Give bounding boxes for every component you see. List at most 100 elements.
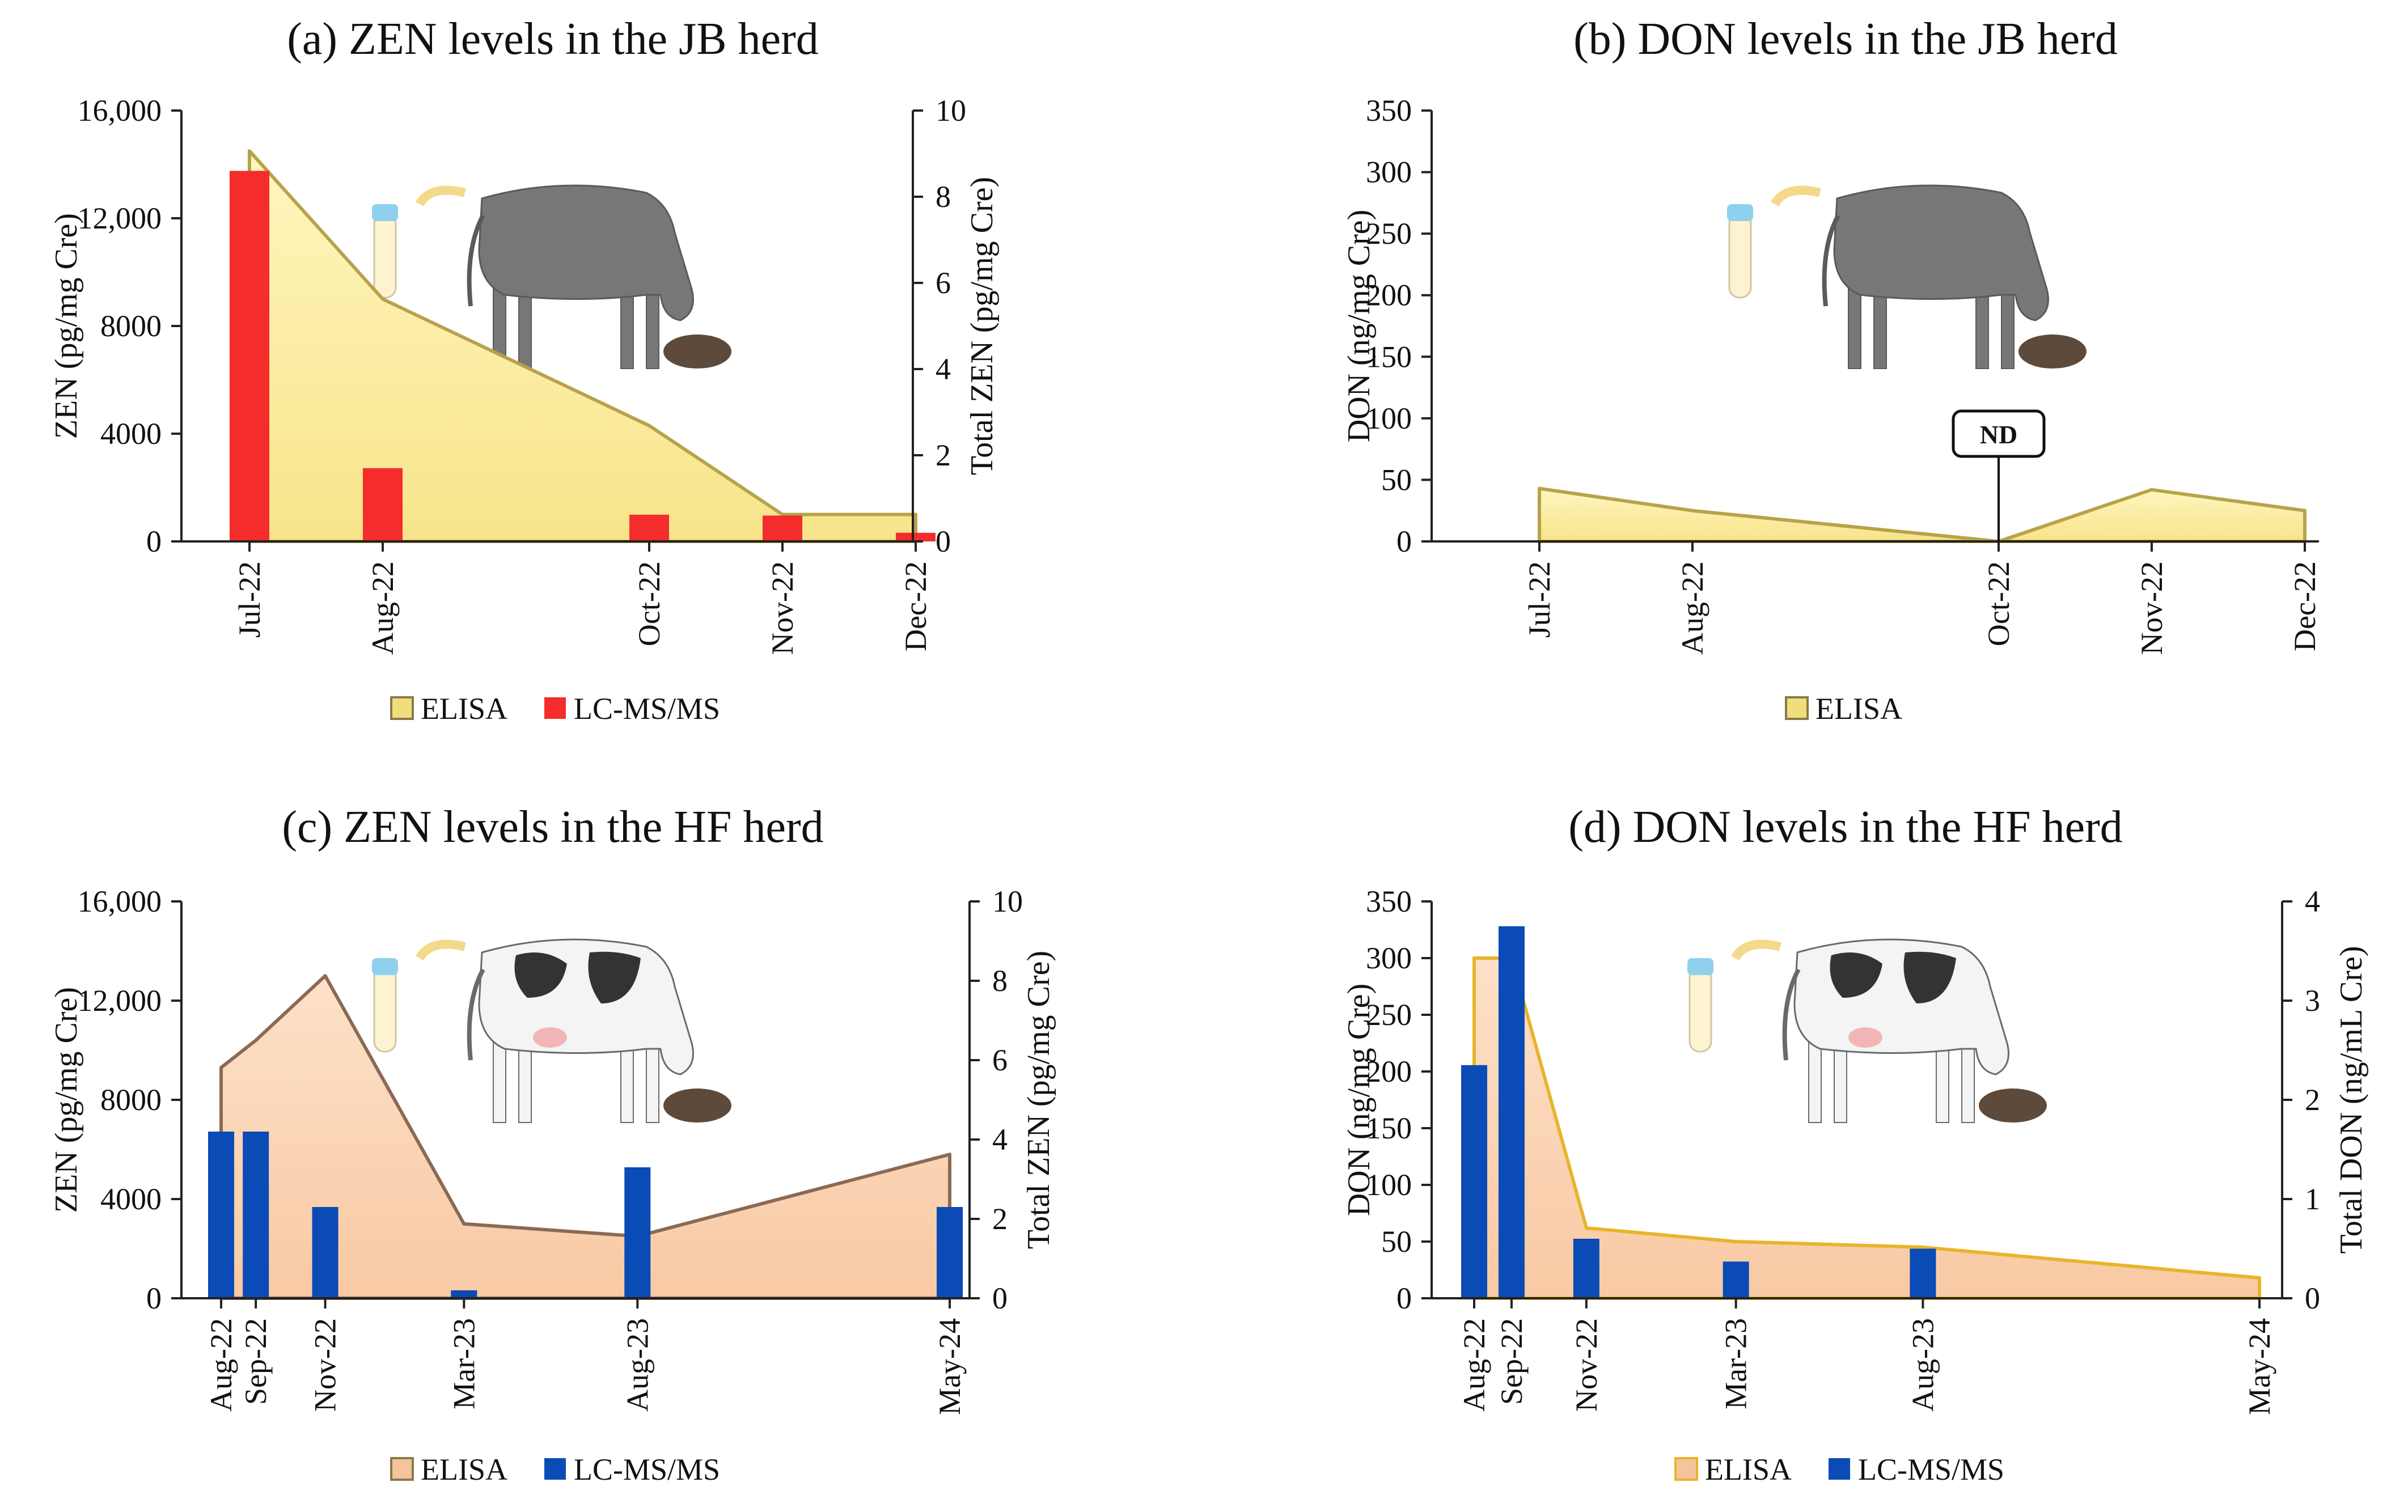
- chart-a: (a) ZEN levels in the JB herd 0 4000 8000 12…: [49, 14, 1000, 726]
- legend-swatch: [544, 1458, 566, 1480]
- legend-label: ELISA: [1815, 692, 1902, 726]
- lcms-bar: [1573, 1239, 1599, 1298]
- d-tube-cap: [1687, 958, 1713, 975]
- y-tick-label-left: 8000: [100, 309, 162, 343]
- x-tick-label: Nov-22: [308, 1318, 342, 1412]
- lcms-bar: [312, 1207, 338, 1298]
- lcms-bar: [208, 1132, 234, 1298]
- y-tick-label-right: 1: [2305, 1182, 2320, 1216]
- x-tick-label: Oct-22: [1982, 561, 2016, 646]
- y-tick-label-right: 0: [992, 1281, 1008, 1315]
- elisa-point: [948, 1153, 951, 1157]
- elisa-point: [219, 1066, 223, 1070]
- x-tick-label: Mar-23: [447, 1318, 481, 1409]
- b-arrow: [1771, 185, 1821, 207]
- x-tick-label: Sep-22: [239, 1318, 273, 1405]
- c-tube-cap: [372, 958, 398, 975]
- lcms-bar: [937, 1207, 963, 1298]
- chart-title: (d) DON levels in the HF herd: [1568, 802, 2123, 852]
- y-tick-label-left: 200: [1366, 278, 1412, 312]
- lcms-bar: [763, 515, 802, 541]
- elisa-point: [1538, 486, 1541, 490]
- d-grass-tuft: [1979, 1089, 2047, 1123]
- legend-label: LC-MS/MS: [1858, 1452, 2004, 1486]
- legend-label: ELISA: [421, 692, 507, 726]
- a-cow-illustration: [372, 184, 731, 369]
- lcms-bar: [243, 1132, 269, 1298]
- b-grass-tuft: [2018, 334, 2087, 369]
- y-tick-label-right: 0: [2305, 1281, 2320, 1315]
- b-sample-tube: [1728, 211, 1752, 299]
- chart-title: (c) ZEN levels in the HF herd: [282, 802, 823, 852]
- y-tick-label-left: 0: [146, 1281, 162, 1315]
- c-sample-tube: [373, 965, 397, 1053]
- elisa-point: [2303, 509, 2307, 513]
- y-tick-label-left: 0: [146, 524, 162, 558]
- y-tick-label-left: 12,000: [78, 984, 162, 1018]
- c-cow-tail: [467, 968, 485, 1061]
- elisa-point: [2258, 1276, 2261, 1280]
- x-tick-label: Nov-22: [2135, 561, 2169, 655]
- y-tick-label-right: 2: [936, 438, 951, 472]
- chart-b: (b) DON levels in the JB herd 0 50 100 150 20…: [1341, 14, 2322, 726]
- legend-swatch: [1674, 1457, 1698, 1481]
- y-tick-label-right: 4: [2305, 884, 2320, 918]
- x-tick-label: Aug-22: [204, 1318, 238, 1412]
- y-tick-label-left: 250: [1366, 217, 1412, 251]
- x-tick-label: Nov-22: [1569, 1318, 1603, 1412]
- lcms-bar: [1461, 1065, 1487, 1298]
- d-cow-spot: [1830, 952, 1882, 998]
- legend-label: LC-MS/MS: [574, 692, 720, 726]
- d-sample-tube: [1688, 965, 1712, 1053]
- legend-label: ELISA: [1705, 1452, 1792, 1486]
- y-tick-label-left: 200: [1366, 1054, 1412, 1089]
- y-tick-label-right: 10: [992, 884, 1023, 918]
- y-axis-label: ZEN (pg/mg Cre): [49, 213, 84, 439]
- y2-axis-label: Total DON (ng/mL Cre): [2334, 946, 2369, 1254]
- y-tick-label-left: 12,000: [78, 201, 162, 235]
- lcms-bar: [629, 514, 669, 541]
- x-tick-label: Aug-23: [1906, 1318, 1940, 1412]
- legend-label: LC-MS/MS: [574, 1452, 720, 1486]
- d-arrow: [1731, 939, 1781, 961]
- x-tick-label: Mar-23: [1719, 1318, 1753, 1409]
- legend-label: ELISA: [421, 1452, 507, 1486]
- x-tick-label: Aug-22: [366, 561, 400, 655]
- y-tick-label-right: 6: [936, 266, 951, 300]
- x-tick-label: Oct-22: [632, 561, 666, 646]
- elisa-point: [1691, 509, 1694, 513]
- elisa-point: [1734, 1240, 1738, 1243]
- b-tube-cap: [1727, 204, 1753, 221]
- x-tick-label: Aug-22: [1457, 1318, 1491, 1412]
- y-tick-label-right: 10: [936, 94, 966, 128]
- y-tick-label-left: 4000: [100, 1182, 162, 1216]
- a-tube-cap: [372, 204, 398, 221]
- y-tick-label-left: 50: [1381, 463, 1412, 497]
- legend-swatch: [1829, 1458, 1850, 1480]
- lcms-bar: [363, 468, 403, 541]
- y-tick-label-left: 100: [1366, 1168, 1412, 1202]
- y-tick-label-right: 2: [2305, 1083, 2320, 1117]
- lcms-bar: [230, 171, 269, 541]
- x-tick-label: Jul-22: [1522, 561, 1556, 638]
- chart-title: (a) ZEN levels in the JB herd: [287, 14, 819, 64]
- y-axis-label: ZEN (pg/mg Cre): [49, 987, 84, 1213]
- nd-label: ND: [1980, 420, 2017, 449]
- b-cow-body: [1833, 184, 2049, 321]
- c-cow-body: [478, 938, 694, 1075]
- y-tick-label-left: 0: [1396, 524, 1412, 558]
- chart-title: (b) DON levels in the JB herd: [1573, 14, 2118, 64]
- elisa-point: [2150, 488, 2153, 492]
- elisa-point: [648, 423, 651, 427]
- elisa-area: [1538, 486, 2307, 543]
- x-tick-label: Sep-22: [1495, 1318, 1529, 1405]
- y-tick-label-left: 350: [1366, 94, 1412, 128]
- c-cow-illustration: [372, 938, 731, 1123]
- elisa-point: [381, 297, 384, 301]
- b-cow-tail: [1822, 214, 1840, 307]
- lcms-bar: [1498, 926, 1525, 1298]
- x-tick-label: Jul-22: [232, 561, 266, 638]
- y-tick-label-right: 6: [992, 1043, 1008, 1077]
- a-sample-tube: [373, 211, 397, 299]
